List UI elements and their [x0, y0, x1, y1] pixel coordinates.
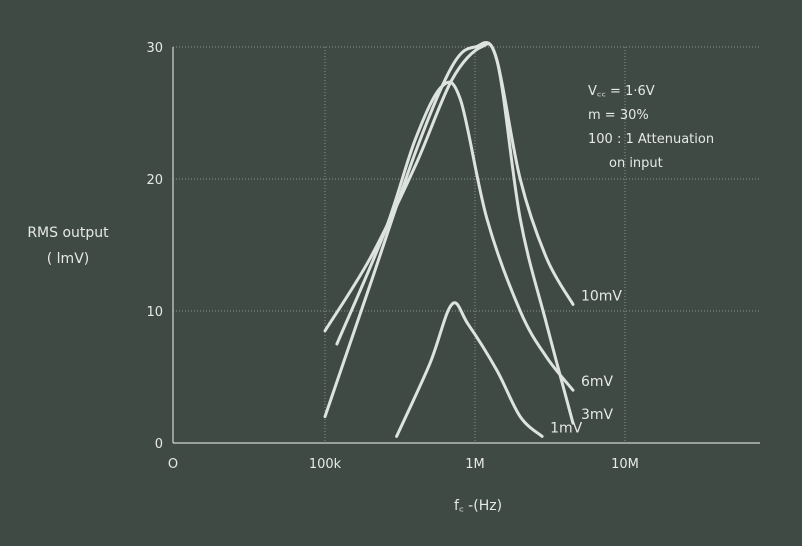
x-tick-label: 100k: [309, 457, 342, 472]
series-label-10mV: 10mV: [581, 288, 622, 304]
x-tick-label: 1M: [465, 457, 485, 472]
y-tick-label: 20: [146, 173, 163, 188]
annotation-line: 100 : 1 Attenuation: [588, 132, 714, 147]
y-tick-label: 30: [146, 41, 163, 56]
x-tick-label: 10M: [611, 457, 639, 472]
series-label-3mV: 3mV: [581, 407, 614, 423]
annotation-line: m = 30%: [588, 108, 649, 123]
x-tick-label: O: [168, 457, 178, 472]
grid-layer: [173, 46, 760, 443]
labels: 0 10 20 30 O 100k 1M 10M RMS output ( lmV) f꜀ -(Hz…: [27, 41, 714, 514]
y-axis-label: RMS output: [27, 225, 109, 241]
series-line-1mV: [395, 301, 544, 438]
curves: [323, 41, 575, 438]
y-axis-label: ( lmV): [47, 251, 89, 267]
annotation-line: on input: [609, 156, 663, 171]
annotation-line: V꜀꜀ = 1·6V: [588, 84, 655, 99]
x-axis-label: f꜀ -(Hz): [454, 498, 502, 514]
series-line-6mV: [335, 80, 575, 392]
axes: [172, 47, 760, 444]
series-label-1mV: 1mV: [550, 420, 583, 436]
series-label-6mV: 6mV: [581, 374, 614, 390]
series-line-3mV: [323, 41, 575, 425]
y-tick-label: 0: [155, 437, 163, 452]
y-tick-label: 10: [146, 305, 163, 320]
